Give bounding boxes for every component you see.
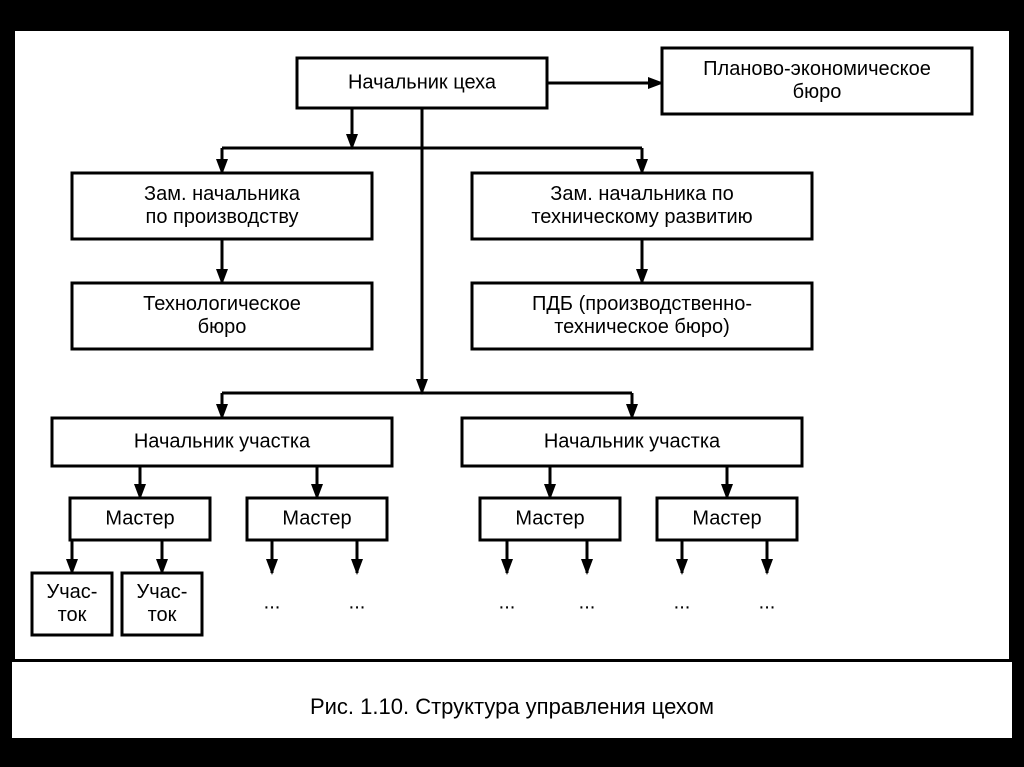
ellipsis: ... — [759, 591, 776, 613]
node-techBureau-label: бюро — [198, 316, 247, 338]
node-master1-label: Мастер — [105, 507, 174, 529]
node-deputyTech-label: Зам. начальника по — [550, 183, 733, 205]
node-chief-label: Начальник цеха — [348, 71, 497, 93]
node-pdb-label: ПДБ (производственно- — [532, 293, 752, 315]
figure-caption: Рис. 1.10. Структура управления цехом — [310, 694, 714, 719]
ellipsis: ... — [264, 591, 281, 613]
node-plot1-label: ток — [58, 604, 87, 626]
ellipsis: ... — [349, 591, 366, 613]
node-techBureau-label: Технологическое — [143, 293, 301, 315]
node-deputyTech-label: техническому развитию — [531, 206, 752, 228]
node-plot2-label: Учас- — [137, 581, 188, 603]
node-deputyProd-label: по производству — [145, 206, 298, 228]
node-planEcon-label: бюро — [793, 81, 842, 103]
node-deputyProd-label: Зам. начальника — [144, 183, 301, 205]
node-plot1-label: Учас- — [47, 581, 98, 603]
misc-text: .................. Рис. 1.10. Структура у… — [264, 591, 776, 719]
node-secHead2-label: Начальник участка — [544, 430, 721, 452]
org-chart: Начальник цехаПланово-экономическоебюроЗ… — [12, 28, 1012, 738]
node-secHead1-label: Начальник участка — [134, 430, 311, 452]
ellipsis: ... — [674, 591, 691, 613]
node-pdb-label: техническое бюро) — [554, 316, 730, 338]
node-master3-label: Мастер — [515, 507, 584, 529]
node-plot2-label: ток — [148, 604, 177, 626]
node-master2-label: Мастер — [282, 507, 351, 529]
diagram-sheet: Начальник цехаПланово-экономическоебюроЗ… — [12, 28, 1012, 738]
ellipsis: ... — [579, 591, 596, 613]
node-planEcon-label: Планово-экономическое — [703, 58, 931, 80]
node-master4-label: Мастер — [692, 507, 761, 529]
boxes: Начальник цехаПланово-экономическоебюроЗ… — [32, 48, 972, 635]
ellipsis: ... — [499, 591, 516, 613]
